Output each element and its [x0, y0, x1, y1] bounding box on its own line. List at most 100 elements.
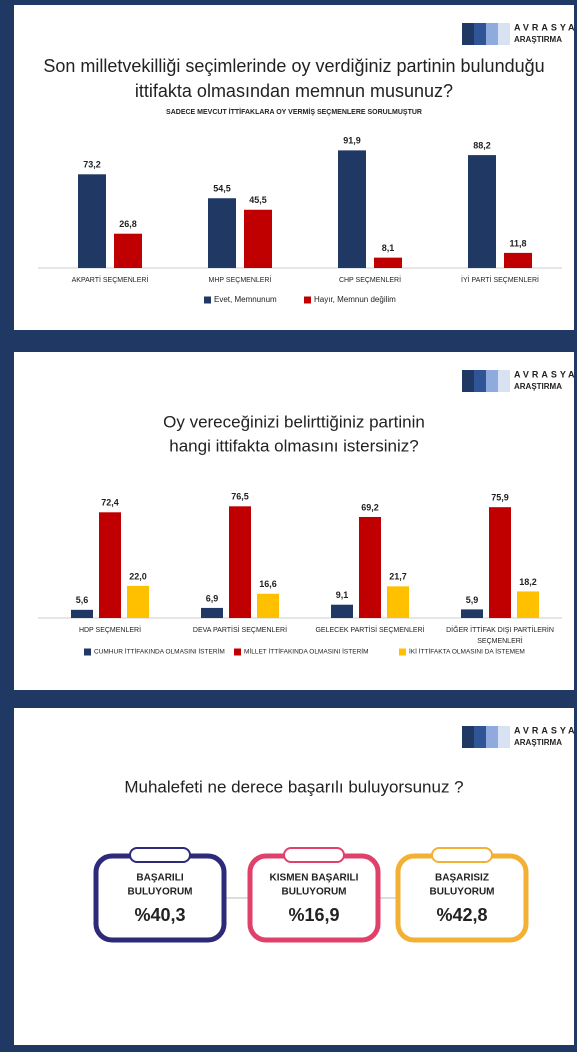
category-label: BAŞARISIZ: [435, 873, 489, 884]
bar: [208, 198, 236, 268]
logo-block: [462, 23, 474, 45]
data-label: 18,2: [519, 577, 537, 587]
data-label: 72,4: [101, 498, 119, 508]
bar: [461, 609, 483, 618]
logo-block: [498, 23, 510, 45]
bar: [229, 506, 251, 618]
chart-panel: AVRASYA ARAŞTIRMA Muhalefeti ne derece baş…: [14, 708, 574, 1045]
legend-label: MİLLET İTTİFAKINDA OLMASINI İSTERİM: [244, 647, 369, 656]
category-label: AKPARTİ SEÇMENLERİ: [72, 275, 149, 284]
chart-subtitle: SADECE MEVCUT İTTİFAKLARA OY VERMİŞ SEÇM…: [166, 108, 422, 116]
category-label: İYİ PARTİ SEÇMENLERİ: [461, 275, 539, 284]
logo-block: [462, 726, 474, 748]
category-label: KISMEN BAŞARILI: [270, 873, 359, 884]
bar: [468, 155, 496, 268]
legend-swatch: [399, 648, 406, 656]
category-label: BULUYORUM: [282, 887, 347, 898]
category-label: GELECEK PARTİSİ SEÇMENLERİ: [315, 625, 424, 634]
legend-label: CUMHUR İTTİFAKINDA OLMASINI İSTERİM: [94, 647, 225, 656]
chart-panel: AVRASYA ARAŞTIRMA Son milletvekilliği seçi…: [14, 5, 574, 330]
legend-swatch: [304, 296, 311, 304]
bar: [99, 512, 121, 618]
card-tab: [129, 847, 191, 863]
chart-title: Muhalefeti ne derece başarılı buluyorsun…: [124, 777, 463, 796]
bar: [517, 591, 539, 618]
card-value: %42,8: [436, 905, 487, 925]
legend-label: İKİ İTTİFAKTA OLMASINI DA İSTEMEM: [409, 647, 525, 656]
logo-block: [462, 370, 474, 392]
logo-sub: ARAŞTIRMA: [514, 382, 562, 391]
logo-block: [474, 726, 486, 748]
category-label: MHP SEÇMENLERİ: [209, 275, 272, 284]
bar: [244, 209, 272, 268]
logo-block: [498, 726, 510, 748]
chart-title: Oy vereceğinizi belirttiğiniz partinin: [163, 412, 425, 431]
legend-swatch: [234, 648, 241, 656]
card-tab: [431, 847, 493, 863]
card: [93, 853, 227, 943]
data-label: 73,2: [83, 160, 101, 170]
chart-panel: AVRASYA ARAŞTIRMA Oy vereceğinizi belirtti…: [14, 352, 574, 690]
logo-name: AVRASYA: [514, 725, 574, 735]
category-label: CHP SEÇMENLERİ: [339, 275, 401, 284]
bar: [114, 233, 142, 268]
logo-block: [486, 370, 498, 392]
data-label: 22,0: [129, 571, 147, 581]
card: [247, 853, 381, 943]
chart-title: Son milletvekilliği seçimlerinde oy verd…: [43, 56, 544, 76]
legend-swatch: [204, 296, 211, 304]
data-label: 6,9: [206, 593, 219, 603]
card-value: %16,9: [288, 905, 339, 925]
bar: [71, 609, 93, 618]
category-label: BAŞARILI: [136, 873, 183, 884]
logo-name: AVRASYA: [514, 369, 574, 379]
data-label: 91,9: [343, 136, 361, 146]
logo-block: [474, 370, 486, 392]
data-label: 8,1: [382, 243, 395, 253]
bar: [387, 586, 409, 618]
bar: [127, 585, 149, 618]
category-label: DEVA PARTİSİ SEÇMENLERİ: [193, 625, 287, 634]
bar: [489, 507, 511, 618]
bar: [201, 607, 223, 618]
logo-block: [474, 23, 486, 45]
data-label: 9,1: [336, 590, 349, 600]
category-label: DİĞER İTTİFAK DIŞI PARTİLERİN: [446, 625, 554, 634]
data-label: 11,8: [509, 238, 526, 248]
bar: [331, 604, 353, 618]
bar: [359, 516, 381, 618]
category-label: BULUYORUM: [430, 887, 495, 898]
bar: [78, 174, 106, 268]
card-tab: [283, 847, 345, 863]
data-label: 88,2: [473, 140, 491, 150]
logo-name: AVRASYA: [514, 22, 574, 32]
data-label: 45,5: [249, 195, 267, 205]
chart-title: hangi ittifakta olmasını istersiniz?: [169, 436, 418, 455]
data-label: 5,6: [76, 595, 89, 605]
data-label: 26,8: [119, 219, 137, 229]
logo-block: [486, 23, 498, 45]
category-label: SEÇMENLERİ: [477, 636, 523, 645]
bar: [338, 150, 366, 268]
chart-title: ittifakta olmasından memnun musunuz?: [135, 81, 453, 101]
data-label: 54,5: [213, 184, 231, 194]
card-value: %40,3: [134, 905, 185, 925]
data-label: 69,2: [361, 502, 379, 512]
bar: [374, 257, 402, 268]
legend-label: Evet, Memnunum: [214, 295, 277, 304]
category-label: HDP SEÇMENLERİ: [79, 625, 141, 634]
legend-label: Hayır, Memnun değilim: [314, 295, 396, 304]
logo-block: [498, 370, 510, 392]
bar: [257, 593, 279, 618]
data-label: 76,5: [231, 492, 249, 502]
data-label: 75,9: [491, 493, 509, 503]
data-label: 5,9: [466, 595, 479, 605]
logo-sub: ARAŞTIRMA: [514, 738, 562, 747]
data-label: 21,7: [389, 572, 407, 582]
logo-block: [486, 726, 498, 748]
card: [395, 853, 529, 943]
category-label: BULUYORUM: [128, 887, 193, 898]
bar: [504, 252, 532, 268]
logo-sub: ARAŞTIRMA: [514, 35, 562, 44]
